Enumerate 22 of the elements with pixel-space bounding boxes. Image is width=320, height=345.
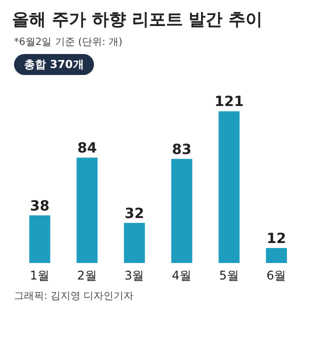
- x-tick-label: 5월: [219, 268, 239, 283]
- data-label: 83: [172, 142, 192, 158]
- data-label: 121: [214, 94, 244, 110]
- x-tick-label: 2월: [77, 268, 97, 283]
- bar: [76, 158, 98, 263]
- x-tick-label: 3월: [124, 268, 144, 283]
- bar: [218, 111, 240, 263]
- data-label: 12: [266, 230, 286, 247]
- data-label: 84: [77, 140, 98, 157]
- chart-title: 올해 주가 하향 리포트 발간 추이: [12, 9, 264, 31]
- x-tick-label: 6월: [266, 268, 286, 283]
- bar: [124, 222, 145, 263]
- chart-subtitle: *6월2일 기준 (단위: 개): [14, 36, 124, 49]
- text: 총합 370개: [14, 54, 94, 75]
- x-tick-label: 4월: [172, 268, 192, 283]
- bar: [266, 248, 287, 263]
- data-label: 32: [124, 206, 144, 222]
- bar: [171, 158, 192, 263]
- data-label: 38: [30, 198, 50, 214]
- text: 그래픽: 김지영 디자인기자: [14, 290, 135, 303]
- x-tick-label: 1월: [30, 268, 50, 283]
- bar: [29, 215, 50, 263]
